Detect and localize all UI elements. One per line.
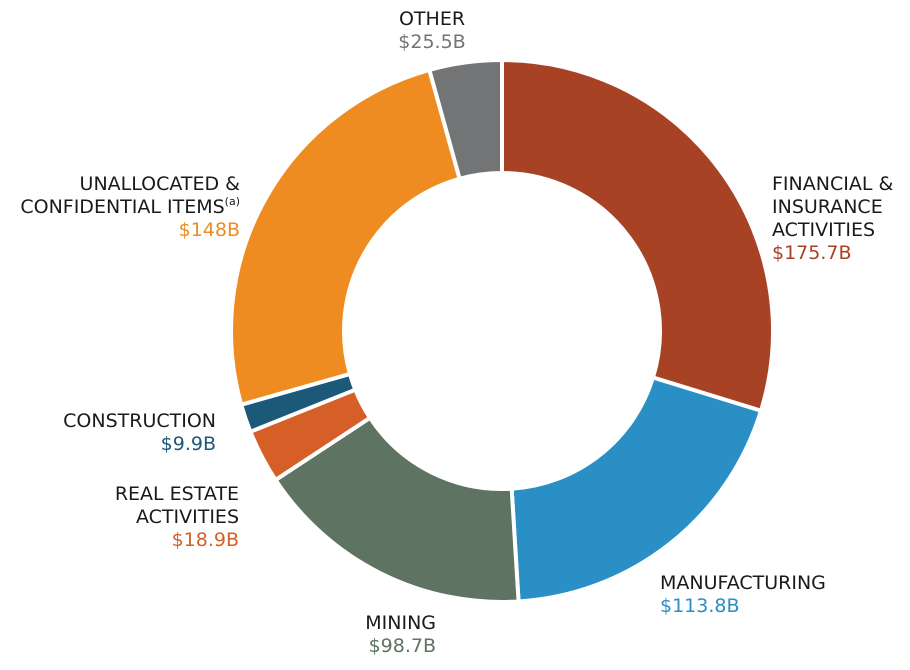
label-other: OTHER$25.5B [398, 8, 465, 53]
footnote-marker: (a) [225, 195, 240, 208]
value-label-unallocated-and-confidential-items: $148B [179, 219, 240, 241]
value-label-financial-and-insurance-activities: $175.7B [772, 242, 852, 264]
donut-slices [229, 58, 775, 604]
label-line-mining-1: MINING [365, 612, 436, 634]
slice-financial-and-insurance-activities [500, 58, 775, 413]
label-manufacturing: MANUFACTURING$113.8B [660, 572, 826, 617]
label-line-manufacturing-1: MANUFACTURING [660, 572, 826, 594]
label-construction: CONSTRUCTION$9.9B [63, 410, 216, 455]
value-label-other: $25.5B [398, 31, 465, 53]
value-label-mining: $98.7B [369, 635, 436, 657]
label-mining: MINING$98.7B [365, 612, 436, 657]
label-line-construction-1: CONSTRUCTION [63, 410, 216, 432]
slice-other [427, 58, 504, 181]
label-line-financial-and-insurance-activities-3: ACTIVITIES [772, 219, 875, 241]
slice-unallocated-and-confidential-items [229, 67, 462, 407]
slice-mining [273, 415, 521, 604]
value-label-manufacturing: $113.8B [660, 595, 740, 617]
slice-manufacturing [509, 375, 763, 604]
value-label-real-estate-activities: $18.9B [172, 529, 239, 551]
value-label-construction: $9.9B [161, 433, 216, 455]
label-line-financial-and-insurance-activities-2: INSURANCE [772, 196, 883, 218]
label-line-unallocated-and-confidential-items-2: CONFIDENTIAL ITEMS(a) [20, 195, 240, 218]
label-line-unallocated-and-confidential-items-1: UNALLOCATED & [80, 173, 241, 195]
label-line-other-1: OTHER [399, 8, 465, 30]
label-line-financial-and-insurance-activities-1: FINANCIAL & [772, 173, 893, 195]
label-unallocated-and-confidential-items: UNALLOCATED &CONFIDENTIAL ITEMS(a)$148B [20, 173, 240, 241]
label-line-real-estate-activities-1: REAL ESTATE [115, 483, 239, 505]
label-line-real-estate-activities-2: ACTIVITIES [136, 506, 239, 528]
slice-labels: FINANCIAL &INSURANCEACTIVITIES$175.7BMAN… [20, 8, 893, 657]
